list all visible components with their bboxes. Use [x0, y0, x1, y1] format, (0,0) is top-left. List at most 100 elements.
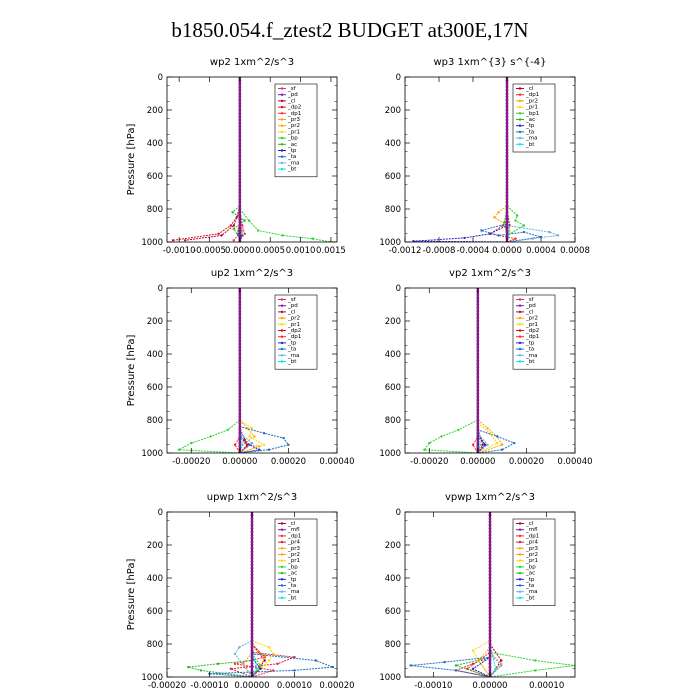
profile-marker: [250, 573, 254, 577]
profile-marker: [505, 118, 509, 122]
data-point: [241, 224, 244, 227]
profile-marker: [488, 517, 492, 520]
profile-marker: [238, 425, 242, 428]
legend-marker: [280, 565, 284, 569]
profile-marker: [238, 342, 242, 346]
profile-marker: [250, 556, 254, 560]
series-line-bp1: [506, 77, 525, 236]
profile-marker: [505, 108, 509, 112]
y-tick-label: 600: [385, 383, 401, 393]
series-line-dp1: [488, 77, 518, 242]
series-line-ac: [454, 512, 491, 677]
legend-entry: _mfl: [525, 527, 538, 533]
data-point: [187, 665, 190, 669]
legend-entry: _pr2: [525, 316, 538, 322]
profile-marker: [250, 603, 254, 606]
profile-marker: [250, 626, 254, 629]
legend-entry: _bt: [525, 142, 535, 148]
profile-marker: [488, 573, 492, 577]
profile-marker: [238, 326, 242, 329]
data-point: [480, 229, 483, 232]
profile-marker: [488, 576, 492, 580]
legend-marker: [280, 590, 284, 593]
x-tick-label: 0.0000: [225, 246, 255, 256]
legend-marker: [280, 112, 284, 115]
x-tick-label: 0.00000: [222, 457, 257, 467]
profile-marker: [488, 669, 492, 672]
legend-entry: _ta: [287, 154, 296, 160]
profile-marker: [250, 639, 254, 643]
data-point: [508, 232, 511, 235]
panel-title: upwp 1xm^2/s^3: [207, 492, 297, 503]
profile-marker: [476, 303, 480, 306]
x-tick-label: -0.00010: [414, 681, 452, 691]
profile-marker: [505, 187, 509, 191]
profile-marker: [238, 88, 242, 92]
y-tick-label: 0: [396, 284, 401, 294]
profile-marker: [505, 141, 509, 145]
profile-marker: [476, 405, 480, 409]
y-tick-label: 400: [147, 574, 163, 584]
legend: _cl_dp1_pr2_pr1_bp1_ac_tp_ta_ma_bt: [512, 83, 556, 153]
profile-marker: [476, 392, 480, 395]
legend-marker: [518, 565, 522, 569]
profile-marker: [238, 230, 242, 234]
legend-marker: [280, 143, 284, 146]
legend-entry: _ac: [287, 142, 297, 148]
legend-marker: [280, 354, 284, 357]
data-point: [216, 662, 220, 665]
data-point: [440, 435, 443, 438]
legend-entry: _dp2: [525, 328, 539, 334]
legend-entry: _dp1: [287, 111, 301, 117]
profile-marker: [476, 349, 480, 353]
data-point: [454, 664, 458, 667]
data-point: [516, 214, 519, 217]
panel-upwp: upwp 1xm^2/s^3 0 200 400 600 800 1000-0.00020-…: [126, 492, 355, 691]
profile-marker: [238, 418, 242, 422]
series-line-pr2: [478, 512, 491, 677]
profile-marker: [476, 306, 480, 310]
profile-marker: [250, 553, 254, 557]
profile-marker: [238, 158, 242, 161]
legend-marker: [518, 93, 522, 96]
legend-entry: _ac: [525, 117, 535, 123]
profile-marker: [250, 540, 254, 544]
plot-area: [171, 77, 333, 242]
profile-marker: [505, 98, 509, 102]
profile-marker: [238, 362, 242, 366]
legend-entry: _ma: [525, 136, 537, 142]
profile-marker: [238, 296, 242, 300]
data-point: [231, 211, 234, 214]
legend-entry: _dp2: [287, 105, 301, 111]
data-point: [514, 237, 517, 240]
profile-marker: [238, 359, 242, 362]
legend-entry: _ma: [287, 589, 299, 595]
panel-wp2: wp2 1xm^2/s^3 0 200 400 600 800 1000-0.0010-0.…: [126, 57, 346, 256]
legend: _sf_pd_cl_pr2_pr1_dp2_dp1_tp_ta_ma_bt: [274, 294, 318, 370]
profile-marker: [238, 392, 242, 395]
data-point: [514, 219, 517, 222]
profile-marker: [238, 303, 242, 306]
data-point: [253, 435, 256, 438]
legend-entry: _pd: [287, 303, 298, 309]
legend-entry: _ta: [525, 129, 534, 135]
profile-marker: [505, 184, 509, 188]
series-line-dp2: [173, 77, 241, 241]
x-tick-label: 0.0015: [316, 246, 346, 256]
data-point: [454, 669, 458, 672]
data-point: [496, 441, 499, 445]
legend-entry: _pr4: [287, 540, 301, 546]
data-point: [262, 443, 266, 446]
y-tick-label: 600: [147, 607, 163, 617]
legend-marker: [280, 540, 284, 544]
profile-marker: [488, 546, 492, 550]
data-point: [486, 443, 489, 446]
y-tick-label: 1000: [379, 449, 401, 459]
profile-marker: [238, 339, 242, 343]
profile-marker: [488, 636, 492, 639]
data-point: [500, 448, 504, 451]
series-line-ac: [177, 288, 241, 453]
legend-entry: _ac: [287, 571, 297, 577]
data-point: [236, 232, 240, 235]
profile-marker: [238, 435, 242, 438]
